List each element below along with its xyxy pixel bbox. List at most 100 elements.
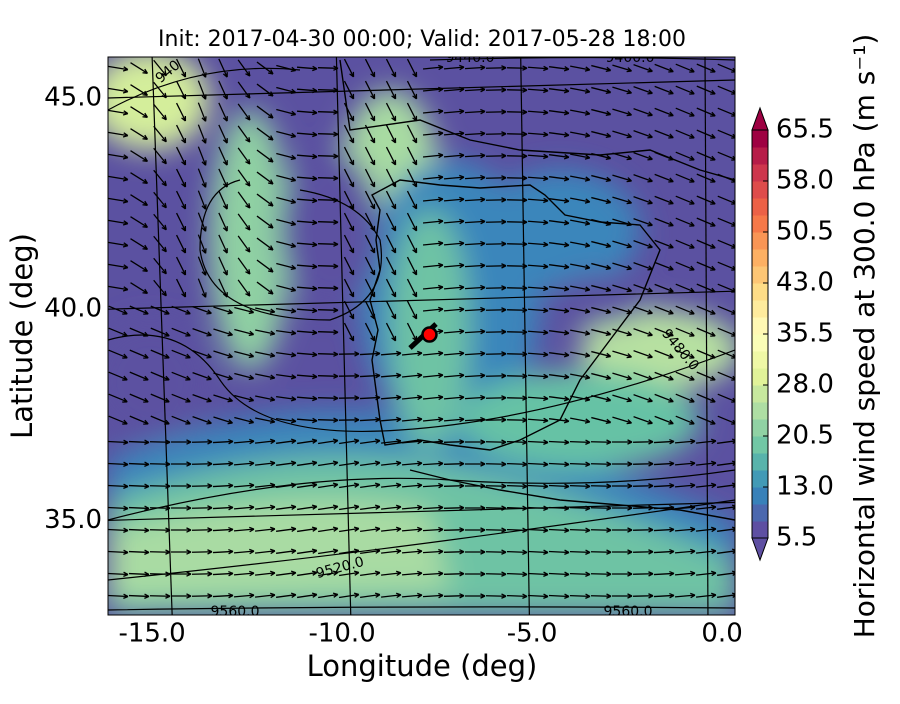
wind-arrow bbox=[633, 306, 653, 315]
wind-arrow bbox=[364, 124, 376, 144]
parallel bbox=[108, 79, 735, 99]
colorbar-band bbox=[752, 232, 768, 250]
wind-arrow bbox=[485, 571, 507, 577]
wind-arrow bbox=[611, 505, 633, 511]
wind-arrow bbox=[506, 461, 528, 467]
wind-arrow bbox=[130, 128, 149, 140]
wind-arrow bbox=[422, 460, 444, 467]
wind-arrow bbox=[464, 196, 486, 203]
wind-arrow bbox=[443, 284, 465, 291]
wind-arrow bbox=[633, 86, 653, 95]
wind-arrow bbox=[385, 278, 397, 298]
wind-arrow bbox=[108, 593, 129, 600]
wind-arrow bbox=[674, 526, 696, 533]
wind-arrow bbox=[380, 460, 402, 467]
wind-arrow bbox=[385, 190, 397, 210]
wind-arrow bbox=[654, 349, 674, 359]
wind-arrow bbox=[171, 415, 191, 425]
wind-arrow bbox=[443, 372, 465, 379]
wind-arrow bbox=[218, 212, 228, 232]
wind-arrow bbox=[385, 58, 397, 78]
wind-arrow bbox=[254, 504, 276, 511]
wind-arrow bbox=[170, 439, 192, 445]
wind-arrow bbox=[527, 461, 549, 468]
wind-arrow bbox=[213, 416, 233, 425]
wind-arrow bbox=[276, 373, 297, 380]
wind-arrow bbox=[191, 593, 213, 599]
wind-arrow bbox=[422, 218, 444, 225]
wind-arrow bbox=[297, 482, 318, 489]
wind-arrow bbox=[696, 151, 716, 161]
wind-arrow bbox=[654, 327, 674, 337]
wind-arrow bbox=[422, 306, 444, 313]
wind-arrow bbox=[464, 350, 486, 357]
wind-arrow bbox=[464, 571, 486, 577]
wind-arrow bbox=[485, 307, 507, 313]
wind-arrow bbox=[318, 460, 339, 467]
wind-arrow bbox=[591, 218, 612, 227]
wind-arrow bbox=[343, 58, 355, 78]
wind-arrow bbox=[380, 570, 402, 577]
wind-arrow bbox=[422, 262, 444, 269]
wind-arrow bbox=[128, 505, 150, 511]
wind-arrow bbox=[218, 124, 228, 144]
wind-arrow bbox=[570, 329, 591, 336]
wind-arrow bbox=[443, 571, 465, 577]
wind-arrow bbox=[192, 306, 212, 315]
colorbar-extend-low bbox=[751, 537, 769, 562]
wind-arrow bbox=[170, 505, 192, 511]
wind-arrow bbox=[149, 439, 171, 445]
wind-arrow bbox=[175, 80, 187, 100]
wind-arrow bbox=[150, 371, 170, 381]
wind-arrow bbox=[611, 439, 633, 445]
wind-arrow bbox=[633, 350, 653, 359]
wind-arrow bbox=[654, 261, 674, 271]
wind-arrow bbox=[360, 548, 381, 554]
wind-arrow bbox=[570, 417, 591, 424]
colorbar-tick-label: 28.0 bbox=[776, 370, 834, 400]
wind-arrow bbox=[612, 152, 633, 161]
wind-arrow bbox=[406, 212, 418, 232]
wind-arrow bbox=[527, 285, 549, 292]
wind-arrow bbox=[654, 85, 674, 95]
wind-arrow bbox=[443, 130, 465, 137]
wind-arrow bbox=[590, 593, 612, 599]
wind-arrow bbox=[675, 305, 695, 315]
wind-arrow bbox=[506, 549, 528, 555]
wind-arrow bbox=[218, 256, 228, 276]
wind-arrow bbox=[570, 65, 591, 72]
wind-arrow bbox=[527, 263, 549, 270]
wind-arrow bbox=[318, 482, 339, 489]
wind-arrow bbox=[570, 241, 591, 248]
wind-arrow bbox=[506, 87, 528, 93]
wind-arrow bbox=[149, 527, 171, 533]
wind-arrow bbox=[464, 461, 486, 467]
wind-arrow bbox=[212, 482, 234, 489]
wind-arrow bbox=[632, 505, 654, 511]
wind-arrow bbox=[317, 109, 339, 115]
wind-arrow bbox=[527, 175, 549, 182]
meridian bbox=[335, 57, 352, 615]
wind-arrow bbox=[443, 439, 465, 445]
wind-arrow bbox=[256, 193, 274, 207]
wind-arrow bbox=[696, 173, 716, 183]
wind-arrow bbox=[569, 593, 591, 599]
wind-arrow bbox=[674, 504, 696, 511]
wind-arrow bbox=[380, 350, 402, 357]
wind-arrow bbox=[359, 372, 381, 379]
wind-arrow bbox=[276, 218, 297, 227]
wind-arrow bbox=[234, 350, 255, 359]
wind-arrow bbox=[128, 549, 150, 555]
wind-arrow bbox=[591, 196, 612, 205]
wind-arrow bbox=[485, 439, 507, 445]
wind-arrow bbox=[170, 571, 192, 577]
wind-arrow bbox=[633, 108, 653, 117]
wind-arrow bbox=[364, 278, 376, 298]
wind-arrow bbox=[108, 349, 128, 359]
wind-arrow bbox=[633, 130, 653, 139]
wind-arrow bbox=[385, 234, 397, 254]
wind-arrow bbox=[108, 285, 129, 292]
colorbar-label: Horizontal wind speed at 300.0 hPa (m s⁻… bbox=[848, 34, 881, 639]
wind-arrow bbox=[237, 213, 251, 231]
wind-arrow bbox=[696, 371, 716, 381]
